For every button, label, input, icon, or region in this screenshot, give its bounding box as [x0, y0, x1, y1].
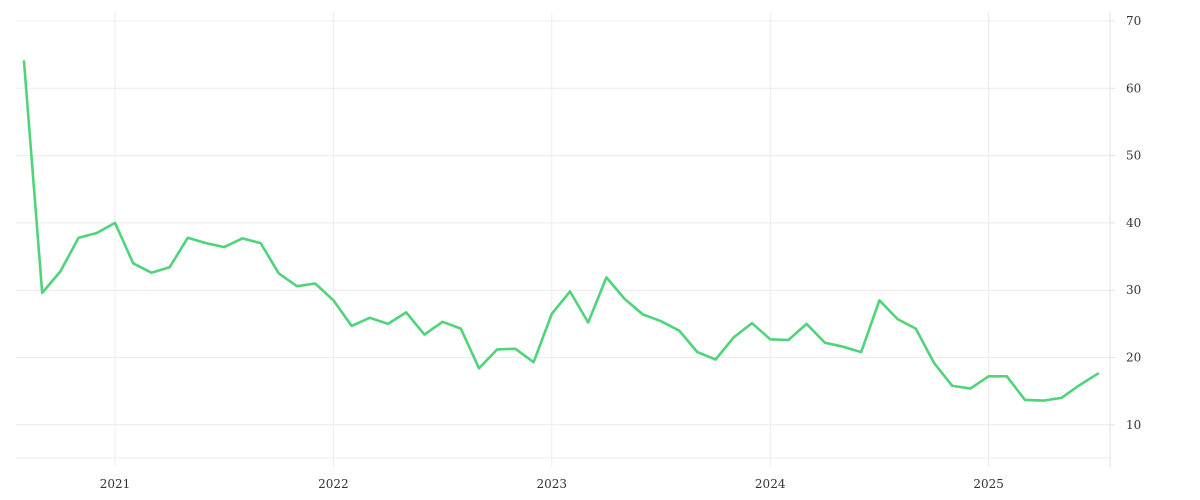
- y-tick-label: 30: [1126, 283, 1141, 297]
- x-tick-label: 2021: [100, 477, 131, 491]
- x-axis-ticks: 2021 2022 2023 2024 2025: [100, 477, 1004, 491]
- x-tick-label: 2022: [318, 477, 349, 491]
- y-tick-label: 10: [1126, 418, 1141, 432]
- y-axis-ticks: 10 20 30 40 50 60 70: [1110, 14, 1141, 432]
- y-tick-label: 60: [1126, 81, 1141, 95]
- x-tick-label: 2023: [537, 477, 568, 491]
- gridlines: [16, 12, 1110, 467]
- y-tick-label: 50: [1126, 149, 1141, 163]
- x-tick-label: 2025: [973, 477, 1004, 491]
- y-tick-label: 40: [1126, 216, 1141, 230]
- y-tick-label: 70: [1126, 14, 1141, 28]
- y-tick-label: 20: [1126, 351, 1141, 365]
- x-tick-label: 2024: [755, 477, 786, 491]
- series-line: [22, 60, 1100, 402]
